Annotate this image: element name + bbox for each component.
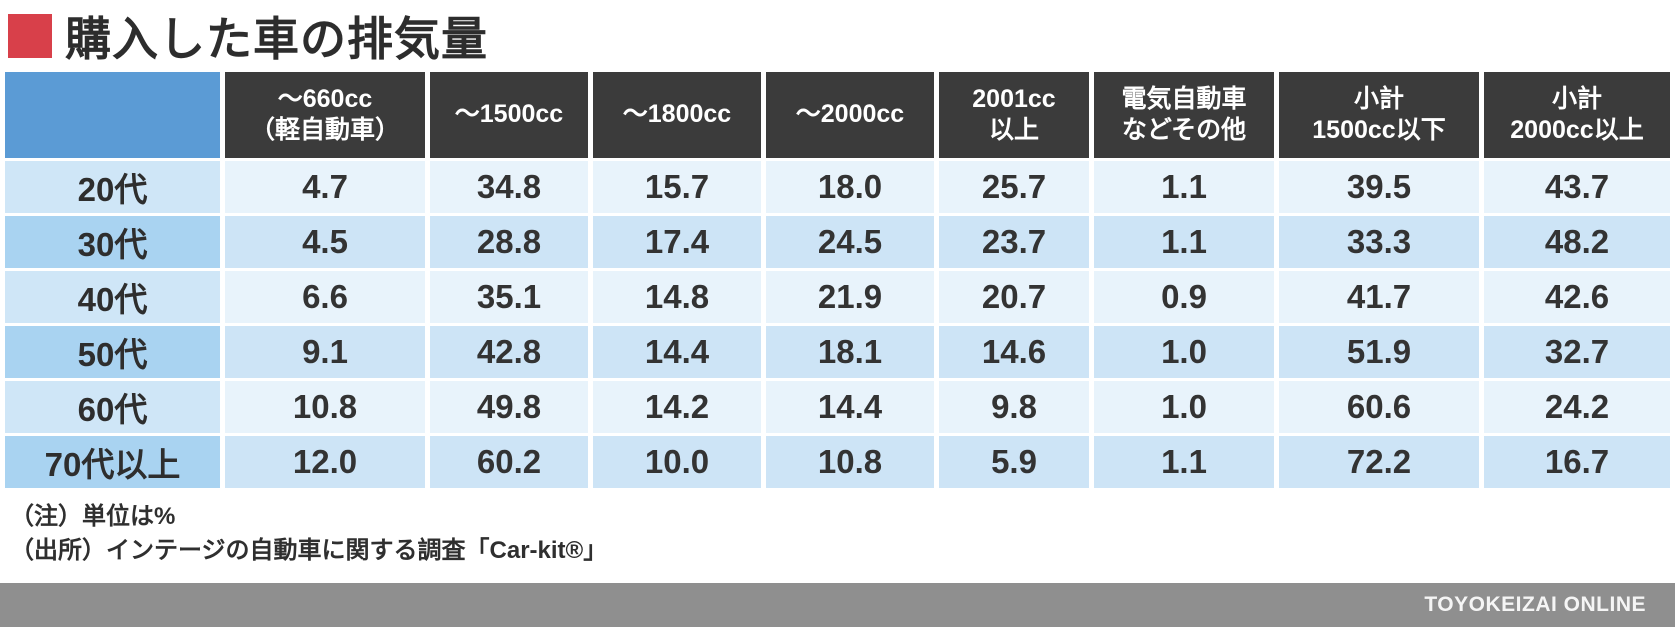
header-row: ～660cc （軽自動車） ～1500cc ～1800cc ～2000cc 2001cc…: [5, 72, 1670, 158]
data-cell: 17.4: [593, 216, 761, 268]
data-cell: 1.0: [1094, 326, 1274, 378]
data-cell: 0.9: [1094, 271, 1274, 323]
row-label: 30代: [5, 216, 220, 268]
footer-brand: TOYOKEIZAI ONLINE: [1424, 593, 1646, 616]
data-cell: 42.8: [430, 326, 588, 378]
data-cell: 24.2: [1484, 381, 1670, 433]
table-row: 60代 10.8 49.8 14.2 14.4 9.8 1.0 60.6 24.2: [5, 381, 1670, 433]
data-cell: 51.9: [1279, 326, 1479, 378]
data-cell: 10.8: [225, 381, 425, 433]
data-cell: 39.5: [1279, 161, 1479, 213]
data-cell: 14.4: [593, 326, 761, 378]
red-square-icon: [8, 13, 52, 58]
column-header: 電気自動車 などその他: [1094, 72, 1274, 158]
data-cell: 25.7: [939, 161, 1089, 213]
data-cell: 32.7: [1484, 326, 1670, 378]
data-cell: 1.1: [1094, 216, 1274, 268]
table-row: 50代 9.1 42.8 14.4 18.1 14.6 1.0 51.9 32.7: [5, 326, 1670, 378]
page-title: 購入した車の排気量: [65, 12, 488, 65]
table-row: 20代 4.7 34.8 15.7 18.0 25.7 1.1 39.5 43.7: [5, 161, 1670, 213]
data-cell: 42.6: [1484, 271, 1670, 323]
data-cell: 18.1: [766, 326, 934, 378]
data-cell: 24.5: [766, 216, 934, 268]
data-cell: 4.7: [225, 161, 425, 213]
column-header: ～1800cc: [593, 72, 761, 158]
data-cell: 9.8: [939, 381, 1089, 433]
data-cell: 21.9: [766, 271, 934, 323]
footer-bar: TOYOKEIZAI ONLINE: [0, 583, 1675, 627]
table-row: 70代以上 12.0 60.2 10.0 10.8 5.9 1.1 72.2 16.7: [5, 436, 1670, 488]
data-cell: 1.1: [1094, 436, 1274, 488]
data-cell: 16.7: [1484, 436, 1670, 488]
data-cell: 14.8: [593, 271, 761, 323]
data-cell: 60.2: [430, 436, 588, 488]
data-cell: 33.3: [1279, 216, 1479, 268]
note-unit: （注）単位は%: [10, 503, 176, 530]
data-cell: 15.7: [593, 161, 761, 213]
footnotes: （注）単位は% （出所）インテージの自動車に関する調査「Car-kit®」: [10, 500, 1675, 568]
note-source: （出所）インテージの自動車に関する調査「Car-kit®」: [10, 537, 608, 564]
data-cell: 18.0: [766, 161, 934, 213]
data-cell: 20.7: [939, 271, 1089, 323]
data-cell: 10.0: [593, 436, 761, 488]
data-cell: 28.8: [430, 216, 588, 268]
column-header: ～1500cc: [430, 72, 588, 158]
data-cell: 12.0: [225, 436, 425, 488]
data-cell: 60.6: [1279, 381, 1479, 433]
page-title-bar: 購入した車の排気量: [0, 0, 1675, 65]
row-label: 20代: [5, 161, 220, 213]
row-label: 60代: [5, 381, 220, 433]
corner-cell: [5, 72, 220, 158]
table-row: 30代 4.5 28.8 17.4 24.5 23.7 1.1 33.3 48.2: [5, 216, 1670, 268]
data-cell: 1.0: [1094, 381, 1274, 433]
data-cell: 49.8: [430, 381, 588, 433]
data-cell: 14.4: [766, 381, 934, 433]
data-cell: 34.8: [430, 161, 588, 213]
data-cell: 4.5: [225, 216, 425, 268]
data-cell: 1.1: [1094, 161, 1274, 213]
data-cell: 9.1: [225, 326, 425, 378]
column-header: 小計 2000cc以上: [1484, 72, 1670, 158]
column-header: 小計 1500cc以下: [1279, 72, 1479, 158]
data-cell: 10.8: [766, 436, 934, 488]
data-cell: 5.9: [939, 436, 1089, 488]
column-header: ～660cc （軽自動車）: [225, 72, 425, 158]
row-label: 50代: [5, 326, 220, 378]
row-label: 70代以上: [5, 436, 220, 488]
data-cell: 14.2: [593, 381, 761, 433]
table-row: 40代 6.6 35.1 14.8 21.9 20.7 0.9 41.7 42.6: [5, 271, 1670, 323]
data-cell: 14.6: [939, 326, 1089, 378]
row-label: 40代: [5, 271, 220, 323]
data-cell: 35.1: [430, 271, 588, 323]
data-cell: 23.7: [939, 216, 1089, 268]
data-cell: 43.7: [1484, 161, 1670, 213]
displacement-table: ～660cc （軽自動車） ～1500cc ～1800cc ～2000cc 2001cc…: [0, 69, 1675, 491]
column-header: 2001cc 以上: [939, 72, 1089, 158]
column-header: ～2000cc: [766, 72, 934, 158]
data-cell: 41.7: [1279, 271, 1479, 323]
data-cell: 6.6: [225, 271, 425, 323]
data-cell: 48.2: [1484, 216, 1670, 268]
data-cell: 72.2: [1279, 436, 1479, 488]
